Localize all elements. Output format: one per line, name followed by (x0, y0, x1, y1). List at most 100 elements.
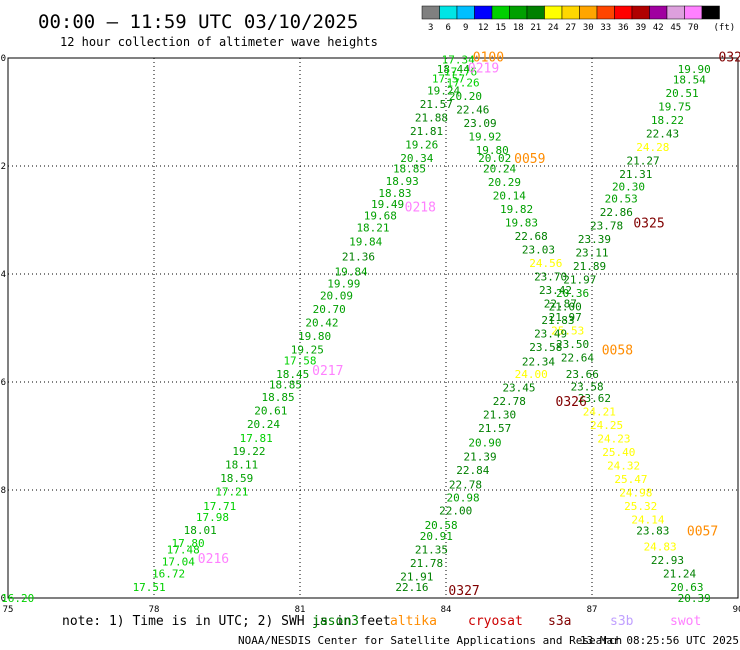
swh-value-label: 18.93 (386, 175, 419, 188)
swh-value-label: 23.45 (502, 381, 535, 394)
swh-value-label: 19.68 (364, 210, 397, 223)
swh-value-label: 21.89 (573, 260, 606, 273)
swh-value-label: 20.14 (493, 190, 526, 203)
pass-number-label: 0059 (514, 152, 545, 167)
x-tick-label: 84 (441, 605, 452, 615)
swh-value-label: 20.61 (254, 405, 287, 418)
swh-value-label: 20.36 (556, 287, 589, 300)
swh-value-label: 22.16 (395, 581, 428, 594)
swh-value-label: 22.78 (449, 479, 482, 492)
swh-value-label: 24.14 (631, 514, 664, 527)
swh-value-label: 19.90 (678, 63, 711, 76)
x-tick-label: 81 (295, 605, 306, 615)
swh-value-label: 23.42 (539, 284, 572, 297)
swh-value-label: 17.81 (240, 432, 273, 445)
pass-number-label: 0100 (473, 50, 504, 65)
swh-value-label: 21.78 (410, 557, 443, 570)
swh-value-label: 21.83 (541, 314, 574, 327)
swh-value-label: 24.21 (583, 406, 616, 419)
colorbar-tick-label: 33 (600, 23, 611, 33)
swh-value-label: 21.00 (549, 300, 582, 313)
swh-value-label: 19.80 (476, 144, 509, 157)
colorbar-unit: (ft) (714, 23, 736, 33)
colorbar-tick-label: 39 (635, 23, 646, 33)
swh-value-label: 17.76 (444, 66, 477, 79)
colorbar-swatch (421, 5, 440, 20)
swh-value-label: 23.39 (578, 233, 611, 246)
swh-value-label: 20.42 (305, 317, 338, 330)
colorbar-tick-label: 9 (463, 23, 468, 33)
swh-value-label: 18.21 (356, 222, 389, 235)
satellite-legend-item: jason3 (312, 614, 359, 629)
swh-value-label: 22.78 (493, 395, 526, 408)
colorbar-swatch (631, 5, 650, 20)
swh-value-label: 20.53 (605, 192, 638, 205)
colorbar-swatch (649, 5, 668, 20)
swh-value-label: 24.98 (619, 487, 652, 500)
y-tick-label: -60 (0, 594, 6, 604)
swh-value-label: 21.36 (342, 251, 375, 264)
pass-number-label: 0218 (405, 201, 436, 216)
y-tick-label: -56 (0, 378, 6, 388)
colorbar-tick-label: 27 (565, 23, 576, 33)
swh-value-label: 22.64 (561, 352, 594, 365)
swh-value-label: 19.84 (349, 236, 382, 249)
swh-value-label: 20.90 (468, 436, 501, 449)
swh-value-label: 21.91 (400, 570, 433, 583)
swh-value-label: 17.58 (283, 354, 316, 367)
swh-value-label: 23.11 (575, 246, 608, 259)
swh-value-label: 19.22 (232, 445, 265, 458)
swh-value-label: 21.30 (483, 408, 516, 421)
grid-lines (8, 58, 738, 598)
swh-value-label: 23.03 (522, 244, 555, 257)
swh-value-label: 18.54 (673, 74, 706, 87)
swh-value-label: 19.84 (335, 265, 368, 278)
colorbar-tick-label: 45 (670, 23, 681, 33)
x-tick-label: 75 (3, 605, 14, 615)
colorbar-swatch (596, 5, 615, 20)
swh-value-label: 16.72 (152, 568, 185, 581)
x-tick-label: 78 (149, 605, 160, 615)
swh-value-label: 18.44 (437, 63, 470, 76)
swh-value-label: 20.24 (247, 418, 280, 431)
swh-value-label: 23.70 (534, 271, 567, 284)
swh-value-label: 23.62 (578, 392, 611, 405)
swh-value-label: 20.63 (670, 581, 703, 594)
y-tick-label: -54 (0, 270, 6, 280)
swh-value-label: 21.88 (415, 111, 448, 124)
colorbar-swatch (491, 5, 510, 20)
swh-value-label: 22.43 (646, 128, 679, 141)
satellite-legend-item: s3b (610, 614, 634, 629)
swh-value-label: 18.01 (184, 524, 217, 537)
swh-value-label: 23.49 (534, 327, 567, 340)
swh-value-label: 24.23 (597, 433, 630, 446)
swh-value-label: 22.34 (522, 355, 555, 368)
swh-value-label: 21.97 (563, 273, 596, 286)
colorbar-legend: 3 6 9 12 15 18 21 24 27 30 33 36 39 42 45 70 (ft) (421, 5, 736, 33)
swh-value-label: 17.98 (196, 511, 229, 524)
swh-value-label: 17.80 (172, 537, 205, 550)
swh-value-label: 20.30 (612, 181, 645, 194)
swh-value-label: 18.11 (225, 459, 258, 472)
plot-frame (7, 57, 739, 599)
swh-value-label: 18.83 (378, 187, 411, 200)
swh-value-label: 21.27 (627, 155, 660, 168)
swh-value-label: 17.34 (442, 54, 475, 67)
swh-value-label: 24.32 (607, 460, 640, 473)
swh-value-label: 22.87 (544, 298, 577, 311)
y-tick-label: -58 (0, 486, 6, 496)
swh-value-label: 20.34 (400, 152, 433, 165)
pass-number-label: 0216 (198, 552, 229, 567)
pass-number-label: 0327 (448, 584, 479, 599)
swh-value-label: 17.51 (133, 581, 166, 594)
colorbar-swatch (474, 5, 493, 20)
colorbar-swatch (561, 5, 580, 20)
axis-tick-labels: 75 78 81 84 87 90 -50 -52 -54 -56 -58 -60 (0, 54, 740, 615)
swh-value-label: 20.70 (313, 303, 346, 316)
swh-value-label: 17.71 (203, 500, 236, 513)
pass-number-label: 0325 (633, 217, 664, 232)
satellite-legend: jason3 altika cryosat s3a s3b swot (312, 614, 701, 629)
swh-value-label: 21.97 (549, 311, 582, 324)
satellite-legend-item: s3a (548, 614, 571, 629)
